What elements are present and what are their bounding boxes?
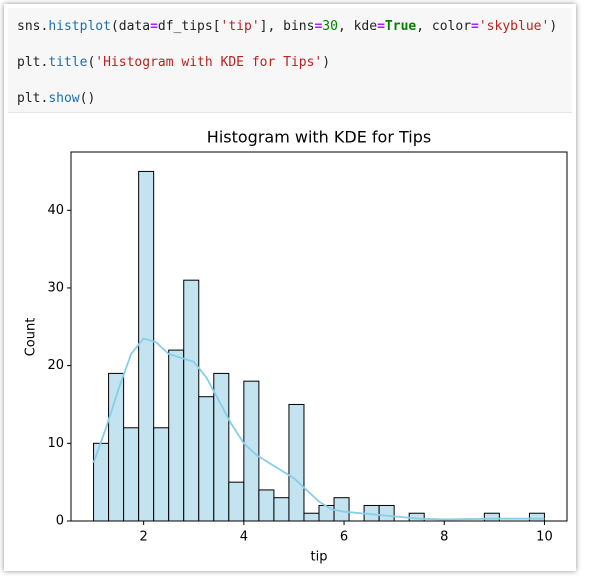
token: True [384, 19, 417, 34]
kde-line [92, 337, 545, 521]
x-tick-label: 4 [240, 530, 248, 545]
token: 'tip' [220, 19, 260, 34]
token: 30 [322, 19, 338, 34]
y-tick-label: 0 [56, 514, 64, 529]
token: plt [17, 55, 41, 70]
bar [183, 279, 200, 522]
bar [228, 481, 245, 522]
token: title [48, 55, 88, 70]
token: , color [416, 19, 472, 34]
bar [378, 504, 395, 522]
token: = [314, 19, 323, 34]
bar [288, 403, 305, 522]
token: ], bins [259, 19, 315, 34]
y-tick-label: 20 [47, 358, 64, 373]
bar [168, 349, 185, 522]
x-tick-label: 6 [340, 530, 348, 545]
plot-frame [70, 151, 568, 522]
y-tick-label: 30 [47, 280, 64, 295]
token: ) [322, 55, 331, 70]
y-axis-label: Count [24, 318, 39, 357]
bar [318, 504, 335, 522]
token: 'Histogram with KDE for Tips' [95, 55, 323, 70]
chart-title: Histogram with KDE for Tips [207, 128, 431, 147]
token: . [40, 55, 49, 70]
token: (data [110, 19, 151, 34]
token: sns [17, 19, 41, 34]
x-axis-label: tip [311, 550, 328, 565]
token: = [377, 19, 385, 34]
token: = [471, 19, 479, 34]
bar [258, 489, 275, 522]
x-tick-label: 8 [440, 530, 448, 545]
bar [528, 512, 545, 522]
token: plt [17, 91, 41, 106]
token: = [150, 19, 158, 34]
token: histplot [48, 19, 111, 34]
bar [123, 427, 140, 522]
bar [483, 512, 500, 522]
token: () [79, 91, 96, 106]
token: df_tips[ [157, 19, 221, 34]
x-tick-label: 2 [140, 530, 148, 545]
code-cell: sns.histplot(data=df_tips['tip'], bins=3… [8, 8, 572, 113]
bar [138, 170, 155, 522]
token: . [40, 91, 49, 106]
code-line: plt.title('Histogram with KDE for Tips') [17, 55, 330, 70]
token: show [48, 91, 80, 106]
token: ) [549, 19, 558, 34]
x-tick-label: 10 [536, 530, 553, 545]
bar [153, 427, 170, 522]
y-tick-label: 10 [47, 436, 64, 451]
token: 'skyblue' [478, 19, 550, 34]
code-line: sns.histplot(data=df_tips['tip'], bins=3… [17, 19, 557, 34]
y-tick-label: 40 [47, 203, 64, 218]
bar [303, 512, 320, 522]
code-line: plt.show() [17, 91, 95, 106]
bar [198, 396, 215, 522]
token: , kde [337, 19, 378, 34]
bar [273, 497, 290, 522]
token: ( [87, 55, 96, 70]
token: . [40, 19, 49, 34]
